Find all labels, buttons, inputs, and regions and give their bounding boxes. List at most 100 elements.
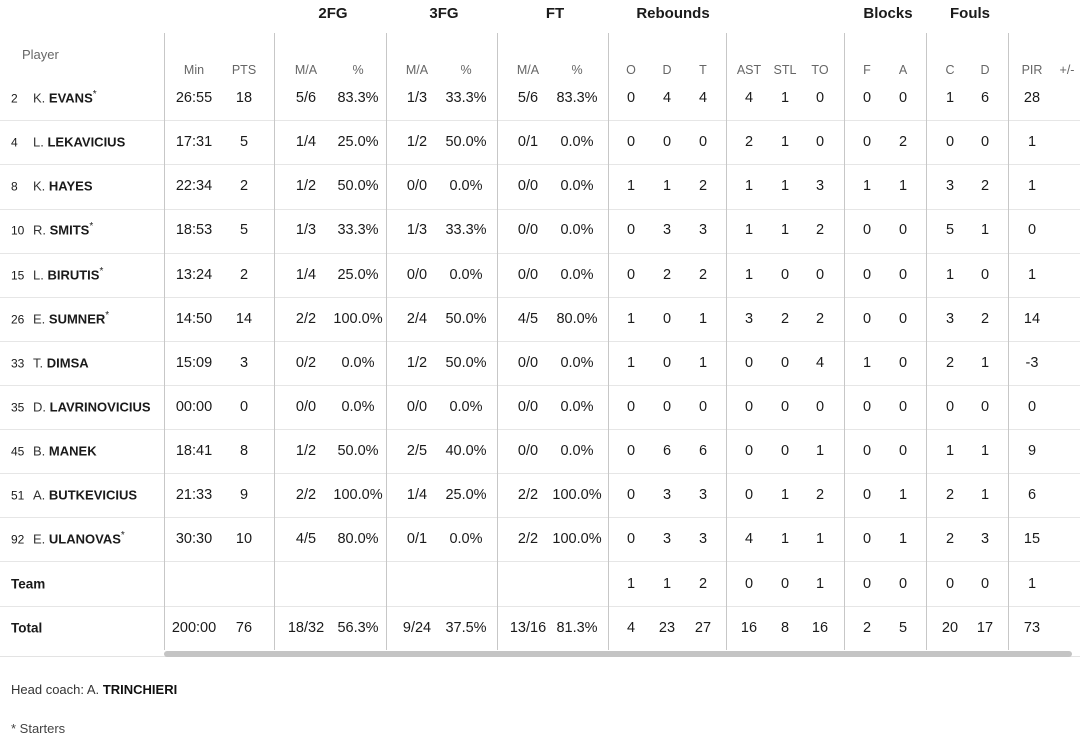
jersey-number: 92	[11, 532, 25, 547]
stat-to: 0	[815, 267, 825, 283]
stat-to: 4	[815, 355, 825, 371]
player-surname: DIMSA	[46, 355, 89, 371]
stat-reb-t: 4	[698, 90, 708, 106]
stat-blk-a: 5	[898, 620, 908, 636]
stat-reb-o: 1	[626, 355, 636, 371]
player-initial: B.	[33, 443, 46, 459]
stat-3fg-pct: 50.0%	[445, 355, 487, 371]
stat-reb-d: 0	[662, 399, 672, 415]
row-divider	[0, 297, 1080, 298]
player-name[interactable]: 92 E. ULANOVAS*	[11, 531, 125, 547]
stat-pir: 9	[1027, 443, 1037, 459]
head-coach-prefix: Head coach:	[11, 682, 87, 697]
stat-ft-ma: 0/0	[517, 222, 539, 238]
stat-reb-t: 1	[698, 311, 708, 327]
player-name[interactable]: 35 D. LAVRINOVICIUS	[11, 400, 151, 415]
stat-2fg-pct: 100.0%	[333, 487, 383, 503]
stat-ft-pct: 0.0%	[560, 134, 594, 150]
stat-reb-t: 27	[694, 620, 712, 636]
stat-stl: 1	[780, 134, 790, 150]
stat-to: 0	[815, 134, 825, 150]
stat-reb-o: 4	[626, 620, 636, 636]
stat-fouls-d: 1	[980, 443, 990, 459]
stat-reb-d: 3	[662, 531, 672, 547]
player-name[interactable]: 4 L. LEKAVICIUS	[11, 135, 125, 150]
stat-reb-d: 6	[662, 443, 672, 459]
stat-pts: 3	[239, 355, 249, 371]
stat-blk-f: 0	[862, 90, 872, 106]
stat-min: 15:09	[175, 355, 213, 371]
starter-marker: *	[89, 221, 94, 233]
stat-2fg-pct: 100.0%	[333, 311, 383, 327]
group-header-fouls: Fouls	[950, 5, 990, 22]
stat-fouls-c: 0	[945, 399, 955, 415]
stat-reb-d: 0	[662, 355, 672, 371]
stat-reb-d: 4	[662, 90, 672, 106]
row-divider	[0, 341, 1080, 342]
stat-ast: 0	[744, 399, 754, 415]
stat-pir: 14	[1023, 311, 1041, 327]
column-header-min: Min	[183, 63, 205, 77]
stat-stl: 8	[780, 620, 790, 636]
player-name[interactable]: 51 A. BUTKEVICIUS	[11, 488, 137, 503]
player-name[interactable]: 45 B. MANEK	[11, 444, 97, 459]
stat-stl: 1	[780, 531, 790, 547]
row-divider	[0, 209, 1080, 210]
stat-2fg-pct: 80.0%	[337, 531, 379, 547]
stat-ast: 4	[744, 90, 754, 106]
stat-pir: 28	[1023, 90, 1041, 106]
stat-fouls-d: 0	[980, 399, 990, 415]
stat-ast: 0	[744, 443, 754, 459]
stat-fouls-d: 0	[980, 267, 990, 283]
jersey-number: 4	[11, 135, 18, 150]
player-name[interactable]: 8 K. HAYES	[11, 179, 93, 194]
stat-3fg-ma: 1/2	[406, 355, 428, 371]
jersey-number: 26	[11, 312, 25, 327]
total-row-label: Total	[11, 620, 43, 636]
stat-2fg-pct: 83.3%	[337, 90, 379, 106]
stat-blk-a: 0	[898, 399, 908, 415]
stat-stl: 1	[780, 222, 790, 238]
player-column-header: Player	[22, 47, 59, 62]
player-initial: K.	[33, 178, 46, 194]
stat-reb-o: 0	[626, 487, 636, 503]
column-header-3fg-ma: M/A	[405, 63, 429, 77]
stat-fouls-d: 1	[980, 487, 990, 503]
stat-ast: 2	[744, 134, 754, 150]
stat-reb-t: 2	[698, 267, 708, 283]
player-name[interactable]: 15 L. BIRUTIS*	[11, 267, 103, 283]
stat-2fg-ma: 0/2	[295, 355, 317, 371]
player-surname: EVANS	[48, 90, 93, 106]
player-name[interactable]: 26 E. SUMNER*	[11, 311, 109, 327]
stat-2fg-ma: 2/2	[295, 487, 317, 503]
stat-pir: 15	[1023, 531, 1041, 547]
column-divider	[164, 33, 165, 650]
column-divider	[726, 33, 727, 650]
stat-pts: 0	[239, 399, 249, 415]
stat-2fg-ma: 1/4	[295, 134, 317, 150]
stat-blk-a: 0	[898, 222, 908, 238]
player-name[interactable]: 10 R. SMITS*	[11, 221, 94, 238]
stat-reb-t: 2	[698, 576, 708, 592]
stat-blk-f: 0	[862, 399, 872, 415]
stat-fouls-c: 2	[945, 531, 955, 547]
player-name[interactable]: 33 T. DIMSA	[11, 356, 89, 371]
player-name[interactable]: 2 K. EVANS*	[11, 90, 97, 106]
stat-pir: 1	[1027, 576, 1037, 592]
stat-fouls-c: 1	[945, 267, 955, 283]
stat-min: 22:34	[175, 178, 213, 194]
player-surname: BUTKEVICIUS	[48, 487, 138, 503]
stat-3fg-ma: 1/4	[406, 487, 428, 503]
team-row-label: Team	[11, 576, 46, 592]
player-initial: K.	[33, 90, 46, 106]
horizontal-scrollbar[interactable]	[164, 651, 1072, 657]
stat-blk-f: 2	[862, 620, 872, 636]
stat-stl: 1	[780, 487, 790, 503]
stat-fouls-d: 6	[980, 90, 990, 106]
stat-ast: 1	[744, 267, 754, 283]
stat-ft-ma: 0/1	[517, 134, 539, 150]
jersey-number: 8	[11, 179, 18, 194]
row-divider	[0, 473, 1080, 474]
stat-blk-a: 1	[898, 531, 908, 547]
stat-pir: 1	[1027, 178, 1037, 194]
